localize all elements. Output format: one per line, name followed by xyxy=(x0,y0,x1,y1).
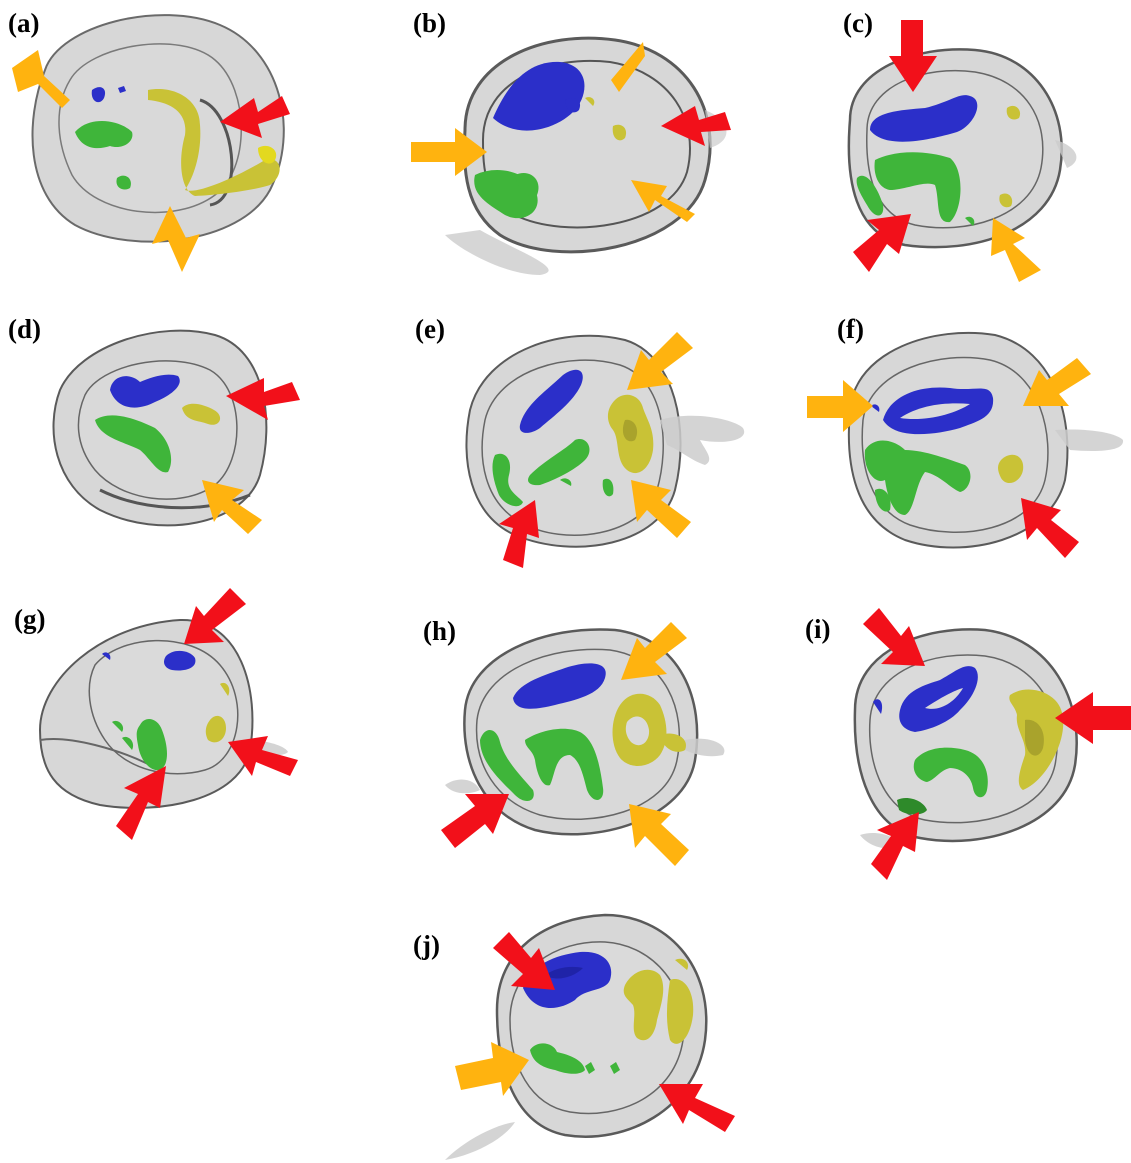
region-blue xyxy=(164,650,196,671)
region-yellow xyxy=(612,124,627,141)
region-green xyxy=(75,121,133,149)
region-green xyxy=(528,439,590,486)
region-yellow xyxy=(623,969,664,1041)
region-blue xyxy=(110,374,180,408)
arrow-red xyxy=(493,932,555,990)
heart-render xyxy=(445,913,735,1160)
panel-b: (b) xyxy=(405,0,775,290)
region-blue xyxy=(870,95,978,142)
heart-render xyxy=(847,20,1077,282)
arrow-orange xyxy=(621,622,687,680)
arrow-red xyxy=(220,96,290,138)
panel-c: (c) xyxy=(775,0,1131,290)
arrow-red xyxy=(853,214,911,272)
arrow-red xyxy=(889,20,937,92)
heart-render xyxy=(807,331,1124,558)
arrow-orange xyxy=(611,42,645,92)
arrow-orange xyxy=(631,180,695,222)
heart-render xyxy=(52,329,300,534)
region-blue xyxy=(91,87,106,103)
arrow-orange xyxy=(455,1042,529,1096)
arrow-orange xyxy=(627,332,693,390)
panel-label: (d) xyxy=(8,314,41,344)
panel-label: (a) xyxy=(8,8,40,38)
arrow-red xyxy=(226,378,300,420)
heart-render xyxy=(441,622,725,866)
heart-render xyxy=(411,36,731,275)
arrow-red xyxy=(661,106,731,146)
arrow-orange xyxy=(631,480,691,538)
heart-render xyxy=(12,14,290,272)
arrow-red xyxy=(863,608,925,666)
panel-label: (h) xyxy=(423,616,456,646)
region-green xyxy=(864,440,971,515)
panel-d: (d) xyxy=(0,310,370,600)
heart-render xyxy=(853,608,1131,880)
arrow-red xyxy=(499,500,539,568)
arrow-red xyxy=(441,794,509,848)
region-yellow xyxy=(148,89,280,196)
arrow-red xyxy=(1021,498,1079,558)
panel-f: (f) xyxy=(775,310,1131,600)
arrow-red xyxy=(871,812,919,880)
arrow-orange xyxy=(629,804,689,866)
region-yellow xyxy=(182,403,221,425)
region-green xyxy=(480,730,534,802)
region-green xyxy=(913,747,988,798)
arrow-orange xyxy=(411,128,487,176)
panel-label: (j) xyxy=(413,930,440,960)
region-green xyxy=(530,1043,585,1074)
panel-a: (a) xyxy=(0,0,370,290)
panel-i: (i) xyxy=(775,590,1131,880)
arrow-red xyxy=(116,766,166,840)
arrow-orange xyxy=(152,206,200,272)
panel-label: (g) xyxy=(14,604,46,634)
arrow-orange xyxy=(807,380,873,432)
region-yellow xyxy=(1006,105,1021,120)
panel-g: (g) xyxy=(0,588,370,880)
region-blue xyxy=(899,666,978,732)
panel-label: (i) xyxy=(805,614,831,644)
arrow-red xyxy=(184,588,246,644)
panel-h: (h) xyxy=(405,590,775,880)
region-blue xyxy=(519,369,583,433)
panel-label: (e) xyxy=(415,314,445,344)
panel-e: (e) xyxy=(405,310,775,600)
region-green xyxy=(95,415,172,473)
arrow-red xyxy=(659,1084,735,1132)
heart-render xyxy=(465,332,745,568)
arrow-orange xyxy=(1023,358,1091,406)
region-green xyxy=(874,152,961,223)
region-green xyxy=(136,718,167,771)
arrow-orange xyxy=(991,218,1041,282)
panel-label: (c) xyxy=(843,8,873,38)
panel-j: (j) xyxy=(405,870,775,1160)
region-yellow xyxy=(998,454,1024,484)
heart-render xyxy=(38,588,298,840)
arrow-red xyxy=(1055,692,1131,744)
panel-label: (b) xyxy=(413,8,446,38)
region-blue xyxy=(513,663,606,709)
region-blue xyxy=(493,61,585,131)
arrow-orange xyxy=(12,50,70,108)
arrow-red xyxy=(228,736,298,776)
panel-label: (f) xyxy=(837,314,864,344)
region-yellow xyxy=(205,715,226,743)
arrow-orange xyxy=(202,480,262,534)
